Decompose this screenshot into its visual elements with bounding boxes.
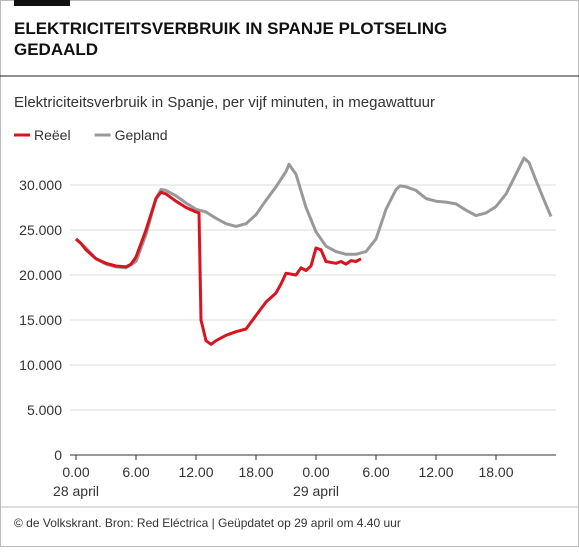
x-tick-label: 6.00 (362, 464, 389, 480)
y-tick-label: 20.000 (19, 267, 62, 283)
y-tick-label: 25.000 (19, 222, 62, 238)
chart-title: ELEKTRICITEITSVERBRUIK IN SPANJE PLOTSEL… (14, 19, 447, 59)
y-tick-label: 15.000 (19, 312, 62, 328)
x-tick-label: 0.00 (62, 464, 89, 480)
legend-label: Reëel (34, 127, 71, 143)
chart-subtitle: Elektriciteitsverbruik in Spanje, per vi… (14, 94, 435, 111)
source: © de Volkskrant. Bron: Red Eléctrica | G… (14, 516, 401, 530)
x-tick-label: 18.00 (238, 464, 273, 480)
y-tick-label: 5.000 (27, 402, 62, 418)
legend-label: Gepland (115, 127, 168, 143)
title-line: ELEKTRICITEITSVERBRUIK IN SPANJE PLOTSEL… (14, 19, 447, 38)
date-label: 28 april (53, 483, 99, 499)
date-label: 29 april (293, 483, 339, 499)
x-tick-label: 12.00 (418, 464, 453, 480)
y-tick-label: 10.000 (19, 357, 62, 373)
y-tick-label: 30.000 (19, 177, 62, 193)
title-line: GEDAALD (14, 40, 98, 59)
x-tick-label: 6.00 (122, 464, 149, 480)
title-bar (14, 0, 70, 6)
x-tick-label: 0.00 (302, 464, 329, 480)
x-tick-label: 12.00 (178, 464, 213, 480)
x-tick-label: 18.00 (478, 464, 513, 480)
y-tick-label: 0 (54, 447, 62, 463)
series-line (74, 190, 362, 346)
